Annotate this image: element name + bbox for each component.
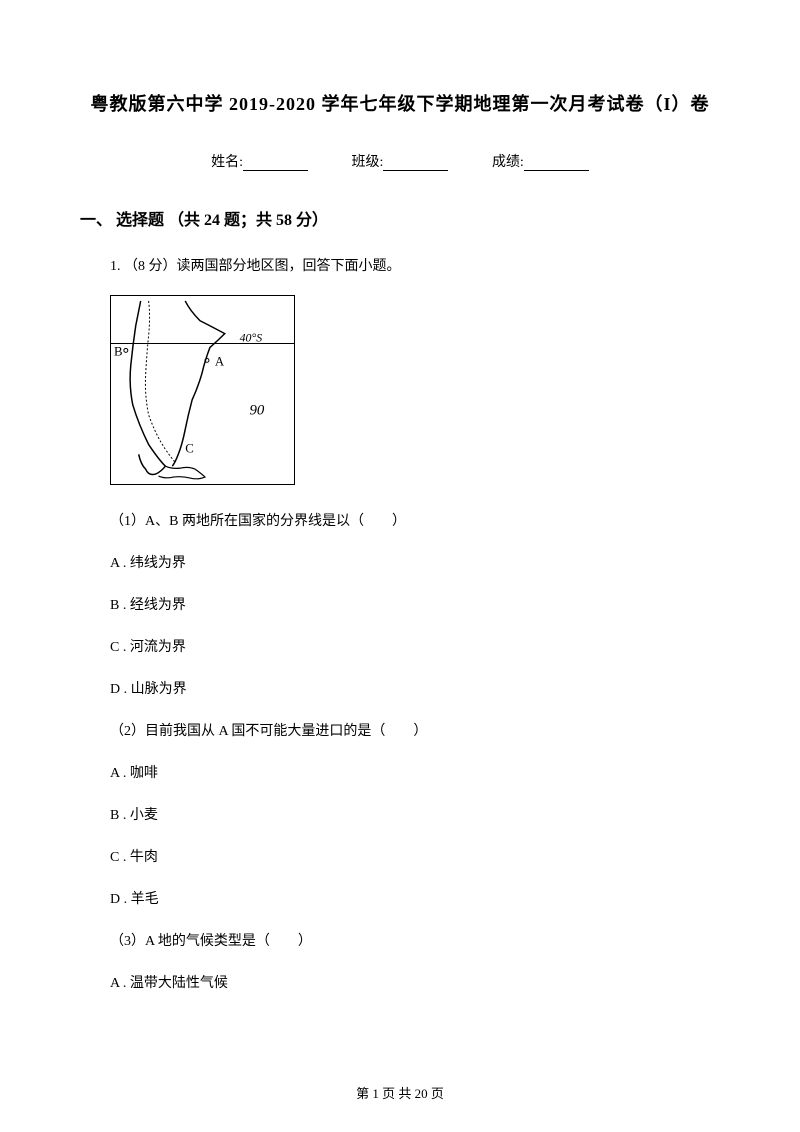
option-1d: D . 山脉为界 [110,678,720,698]
score-field: 成绩: [492,151,589,171]
sub-question-2: （2）目前我国从 A 国不可能大量进口的是（ ） [110,720,720,740]
name-label: 姓名: [211,155,243,170]
name-field: 姓名: [211,151,308,171]
option-2a: A . 咖啡 [110,762,720,782]
sub-question-3: （3）A 地的气候类型是（ ） [110,930,720,950]
option-2b: B . 小麦 [110,804,720,824]
option-1b: B . 经线为界 [110,594,720,614]
map-label-b: B [114,344,123,358]
option-1c: C . 河流为界 [110,636,720,656]
map-label-c: C [185,441,194,455]
class-blank[interactable] [383,157,448,171]
map-label-90: 90 [249,403,264,419]
section-header: 一、 选择题 （共 24 题；共 58 分） [80,206,720,230]
map-svg: 40°S A B C 90 [111,296,294,484]
exam-title: 粤教版第六中学 2019-2020 学年七年级下学期地理第一次月考试卷（I）卷 [80,90,720,116]
class-field: 班级: [352,151,449,171]
option-2c: C . 牛肉 [110,846,720,866]
question-1-intro: 1. （8 分）读两国部分地区图，回答下面小题。 [110,255,720,275]
score-label: 成绩: [492,155,524,170]
map-label-a: A [215,354,225,368]
student-info-row: 姓名: 班级: 成绩: [80,151,720,171]
option-3a: A . 温带大陆性气候 [110,972,720,992]
option-2d: D . 羊毛 [110,888,720,908]
name-blank[interactable] [243,157,308,171]
option-1a: A . 纬线为界 [110,552,720,572]
sub-question-1: （1）A、B 两地所在国家的分界线是以（ ） [110,510,720,530]
score-blank[interactable] [524,157,589,171]
map-figure: 40°S A B C 90 [110,295,295,485]
page-footer: 第 1 页 共 20 页 [0,1083,800,1102]
class-label: 班级: [352,155,384,170]
map-label-40s: 40°S [240,331,263,345]
